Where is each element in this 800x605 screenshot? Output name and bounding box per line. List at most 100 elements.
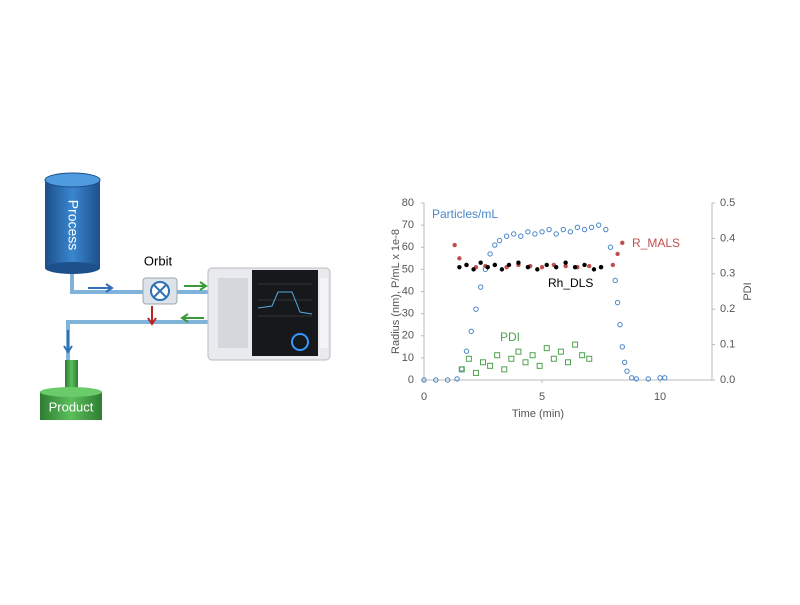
point — [553, 231, 559, 237]
point — [471, 267, 476, 272]
arrow — [147, 306, 157, 326]
point — [620, 240, 625, 246]
y-tick-label: 60 — [402, 241, 414, 253]
point — [433, 377, 439, 383]
point — [619, 344, 625, 350]
y-tick-label: 50 — [402, 263, 414, 275]
x-axis-label: Time (min) — [512, 408, 564, 420]
point — [473, 306, 479, 312]
point — [465, 355, 472, 362]
screen-trace — [257, 291, 313, 315]
point — [444, 377, 451, 383]
point — [515, 348, 522, 355]
point — [615, 251, 620, 257]
point — [458, 366, 465, 373]
process-tank-top — [44, 172, 101, 188]
point — [574, 224, 581, 231]
y-tick-label: 40 — [402, 285, 414, 297]
point — [522, 359, 529, 366]
y2-tick-label: 0.5 — [720, 197, 735, 209]
point — [454, 376, 460, 382]
instrument-panel — [218, 278, 248, 348]
arrow — [88, 283, 114, 293]
y-axis-label: Radius (nm), P/mL x 1e-8 — [390, 229, 402, 354]
point — [487, 251, 493, 257]
point — [629, 375, 635, 381]
point — [586, 355, 593, 362]
series-label: Particles/mL — [432, 207, 498, 221]
screen-dial — [291, 333, 309, 351]
point — [572, 341, 579, 348]
point — [463, 348, 470, 354]
point — [553, 264, 559, 270]
point — [582, 262, 587, 268]
point — [480, 359, 487, 366]
instrument-side — [320, 278, 328, 348]
orbit-x — [153, 284, 167, 298]
y-tick-label: 30 — [402, 308, 414, 320]
point — [567, 229, 574, 235]
point — [539, 229, 545, 235]
x-tick-label: 10 — [654, 391, 666, 403]
point — [603, 226, 609, 233]
product-label: Product — [49, 399, 94, 414]
point — [457, 256, 462, 261]
chart: 0 10 20 30 40 50 60 70 80 0.0 0.1 0.2 0.3 0.4 0.5 0 5 10 T… — [390, 197, 754, 420]
y2-tick-label: 0.2 — [720, 303, 735, 315]
point — [421, 377, 427, 383]
point — [503, 233, 510, 239]
point — [492, 242, 498, 248]
point — [587, 263, 592, 269]
point — [459, 366, 465, 372]
point — [550, 355, 557, 362]
point — [457, 264, 462, 270]
point — [546, 226, 552, 233]
process-tank — [45, 180, 100, 268]
series-label: PDI — [500, 330, 520, 344]
point — [543, 345, 550, 352]
process-tank-bottom — [45, 262, 100, 274]
arrow — [63, 330, 73, 354]
point — [624, 368, 630, 374]
point — [472, 369, 479, 376]
point — [499, 267, 505, 272]
process-label: Process — [65, 200, 81, 251]
y2-axis-label: PDI — [742, 282, 754, 300]
point — [610, 262, 616, 268]
point — [506, 262, 512, 268]
arrow — [180, 313, 204, 323]
point — [525, 264, 531, 270]
point — [544, 262, 549, 268]
point — [496, 237, 503, 244]
product-tank-top — [40, 387, 102, 397]
point — [516, 260, 521, 265]
y2-tick-label: 0.4 — [720, 232, 735, 244]
point — [614, 299, 621, 306]
point — [485, 264, 490, 270]
y-tick-label: 20 — [402, 330, 414, 342]
series-label: R_MALS — [632, 236, 680, 250]
y2-tick-label: 0.0 — [720, 374, 735, 386]
pipe — [66, 268, 215, 360]
point — [535, 267, 540, 272]
y-tick-label: 70 — [402, 219, 414, 231]
point — [539, 264, 545, 270]
point — [536, 362, 543, 369]
point — [478, 260, 483, 265]
point — [662, 375, 668, 381]
arrow — [184, 281, 208, 291]
series-label: Rh_DLS — [548, 276, 593, 290]
product-neck — [65, 360, 78, 392]
point — [588, 224, 595, 231]
point — [525, 229, 531, 235]
orbit-label: Orbit — [144, 253, 173, 268]
point — [487, 362, 494, 369]
point — [529, 352, 536, 359]
y-tick-label: 10 — [402, 352, 414, 364]
point — [657, 375, 663, 381]
x-tick-label: 0 — [421, 391, 427, 403]
point — [612, 277, 618, 284]
point — [560, 226, 566, 233]
point — [452, 242, 457, 248]
